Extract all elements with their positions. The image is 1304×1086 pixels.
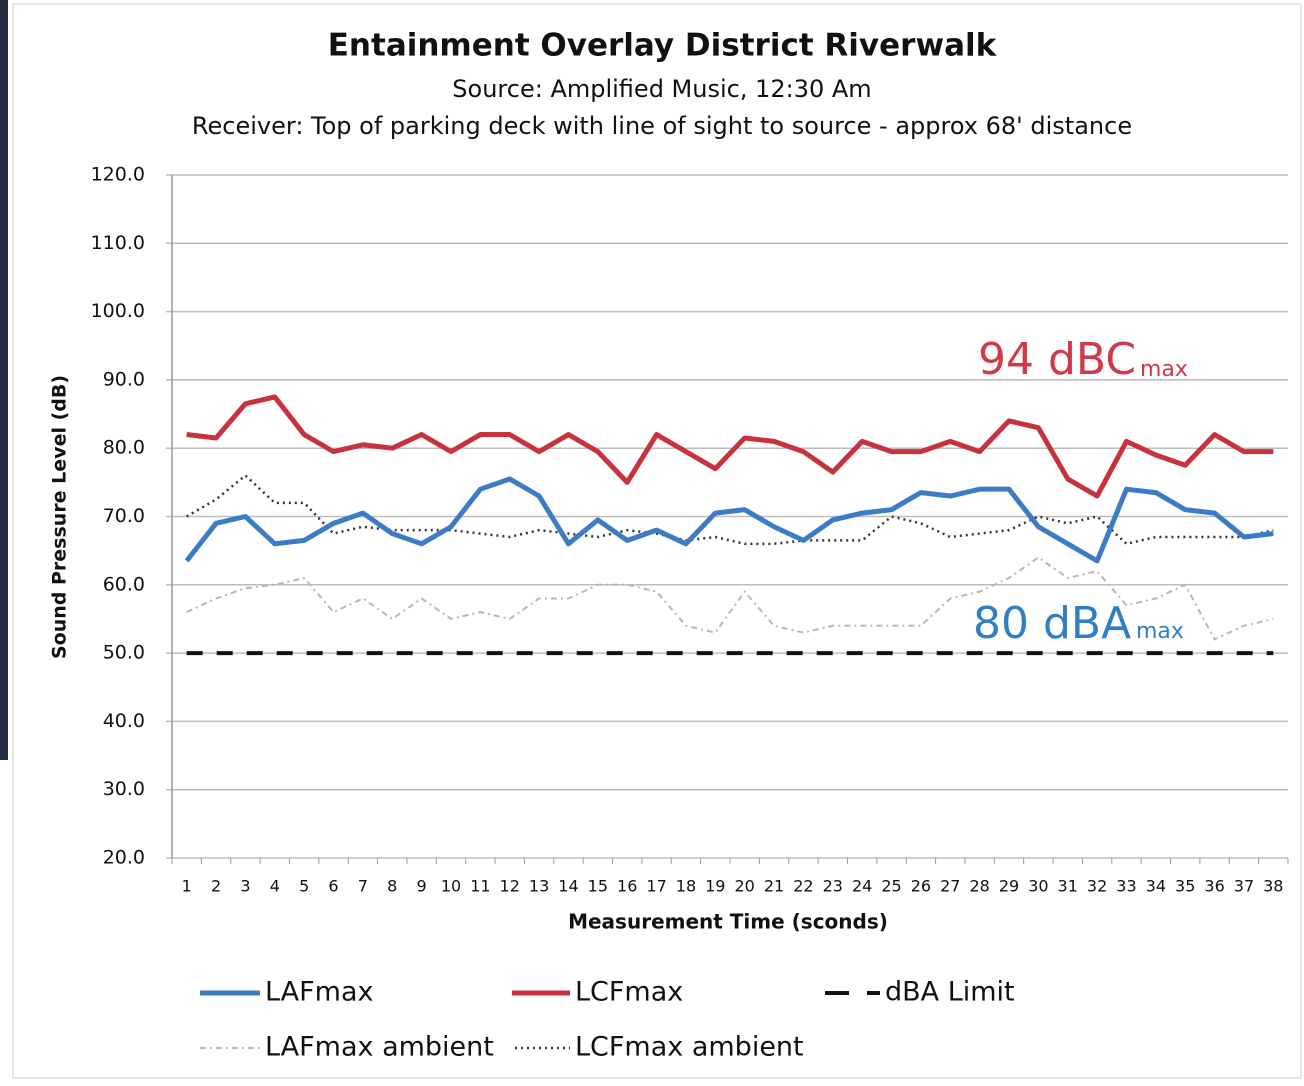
chart-title: Entainment Overlay District Riverwalk — [328, 28, 998, 64]
legend-label: LAFmax — [265, 977, 374, 1008]
y-tick-label: 80.0 — [103, 437, 145, 459]
subtitle: Source: Amplified Music, 12:30 Am — [452, 75, 871, 103]
y-tick-label: 30.0 — [103, 778, 145, 800]
legend-label: LCFmax ambient — [575, 1032, 804, 1063]
x-tick-label: 1 — [182, 877, 192, 896]
y-tick-label: 20.0 — [103, 847, 145, 869]
y-axis-label: Sound Pressure Level (dB) — [49, 375, 71, 659]
x-tick-label: 37 — [1234, 877, 1254, 896]
x-tick-label: 4 — [270, 877, 280, 896]
x-tick-label: 32 — [1087, 877, 1107, 896]
plot-area: 20.030.040.050.060.070.080.090.0100.0110… — [91, 164, 1289, 896]
legend-label: dBA Limit — [885, 977, 1015, 1008]
x-tick-label: 3 — [240, 877, 250, 896]
x-tick-label: 10 — [441, 877, 461, 896]
x-tick-label: 27 — [940, 877, 960, 896]
x-tick-label: 17 — [646, 877, 666, 896]
annotation: max — [1136, 619, 1184, 644]
x-tick-label: 24 — [852, 877, 872, 896]
y-tick-label: 100.0 — [91, 300, 145, 322]
x-tick-label: 38 — [1263, 877, 1283, 896]
x-tick-label: 35 — [1175, 877, 1195, 896]
y-tick-label: 70.0 — [103, 505, 145, 527]
x-tick-label: 14 — [558, 877, 578, 896]
x-tick-label: 19 — [705, 877, 725, 896]
chart-frame — [12, 3, 1302, 1079]
series-line — [186, 394, 1274, 499]
y-tick-label: 90.0 — [103, 368, 145, 390]
x-tick-label: 21 — [764, 877, 784, 896]
y-tick-label: 110.0 — [91, 232, 145, 254]
y-tick-label: 40.0 — [103, 710, 145, 732]
legend-label: LAFmax ambient — [265, 1032, 494, 1063]
x-tick-label: 26 — [911, 877, 931, 896]
series-line — [186, 556, 1274, 641]
x-axis-label: Measurement Time (sconds) — [568, 910, 888, 934]
x-tick-label: 11 — [470, 877, 490, 896]
y-tick-label: 50.0 — [103, 642, 145, 664]
x-tick-label: 9 — [417, 877, 427, 896]
subtitle: Receiver: Top of parking deck with line … — [192, 112, 1132, 140]
x-tick-label: 18 — [676, 877, 696, 896]
x-tick-label: 15 — [588, 877, 608, 896]
x-tick-label: 7 — [358, 877, 368, 896]
x-tick-label: 28 — [969, 877, 989, 896]
series-line — [184, 476, 1274, 564]
y-tick-label: 120.0 — [91, 164, 145, 186]
x-tick-label: 23 — [823, 877, 843, 896]
x-tick-label: 12 — [500, 877, 520, 896]
x-tick-label: 30 — [1028, 877, 1048, 896]
x-tick-label: 25 — [881, 877, 901, 896]
x-tick-label: 33 — [1116, 877, 1136, 896]
x-tick-label: 16 — [617, 877, 637, 896]
x-tick-label: 31 — [1058, 877, 1078, 896]
background-strip — [0, 0, 8, 760]
x-tick-label: 13 — [529, 877, 549, 896]
x-tick-label: 20 — [735, 877, 755, 896]
x-tick-label: 8 — [387, 877, 397, 896]
legend-label: LCFmax — [575, 977, 683, 1008]
annotation: max — [1140, 357, 1188, 382]
x-tick-label: 34 — [1146, 877, 1166, 896]
x-tick-label: 2 — [211, 877, 221, 896]
y-tick-label: 60.0 — [103, 573, 145, 595]
annotation: 80 dBA — [973, 598, 1131, 649]
annotation: 94 dBC — [978, 334, 1136, 385]
x-tick-label: 6 — [328, 877, 338, 896]
x-tick-label: 22 — [793, 877, 813, 896]
x-tick-label: 29 — [999, 877, 1019, 896]
x-tick-label: 36 — [1204, 877, 1224, 896]
x-tick-label: 5 — [299, 877, 309, 896]
